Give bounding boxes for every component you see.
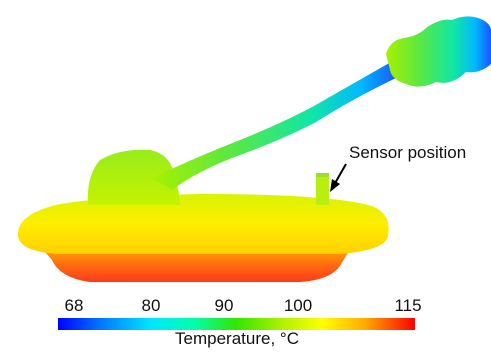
lid-disk xyxy=(17,194,389,254)
sensor-arrow-head xyxy=(330,179,340,192)
colorbar-tick-68: 68 xyxy=(64,296,84,315)
colorbar-tick-90: 90 xyxy=(214,296,234,315)
pipe-arm xyxy=(152,58,398,190)
colorbar-tick-115: 115 xyxy=(394,296,422,315)
colorbar xyxy=(58,318,415,330)
sensor-post-top xyxy=(316,173,329,177)
sensor-post xyxy=(316,173,329,205)
dome xyxy=(87,149,180,205)
sensor-position-label: Sensor position xyxy=(349,143,467,162)
pipe-end xyxy=(386,16,491,87)
base-bottom xyxy=(40,246,352,282)
colorbar-tick-80: 80 xyxy=(141,296,161,315)
colorbar-title: Temperature, °C xyxy=(175,329,299,348)
colorbar-tick-100: 100 xyxy=(283,296,313,315)
